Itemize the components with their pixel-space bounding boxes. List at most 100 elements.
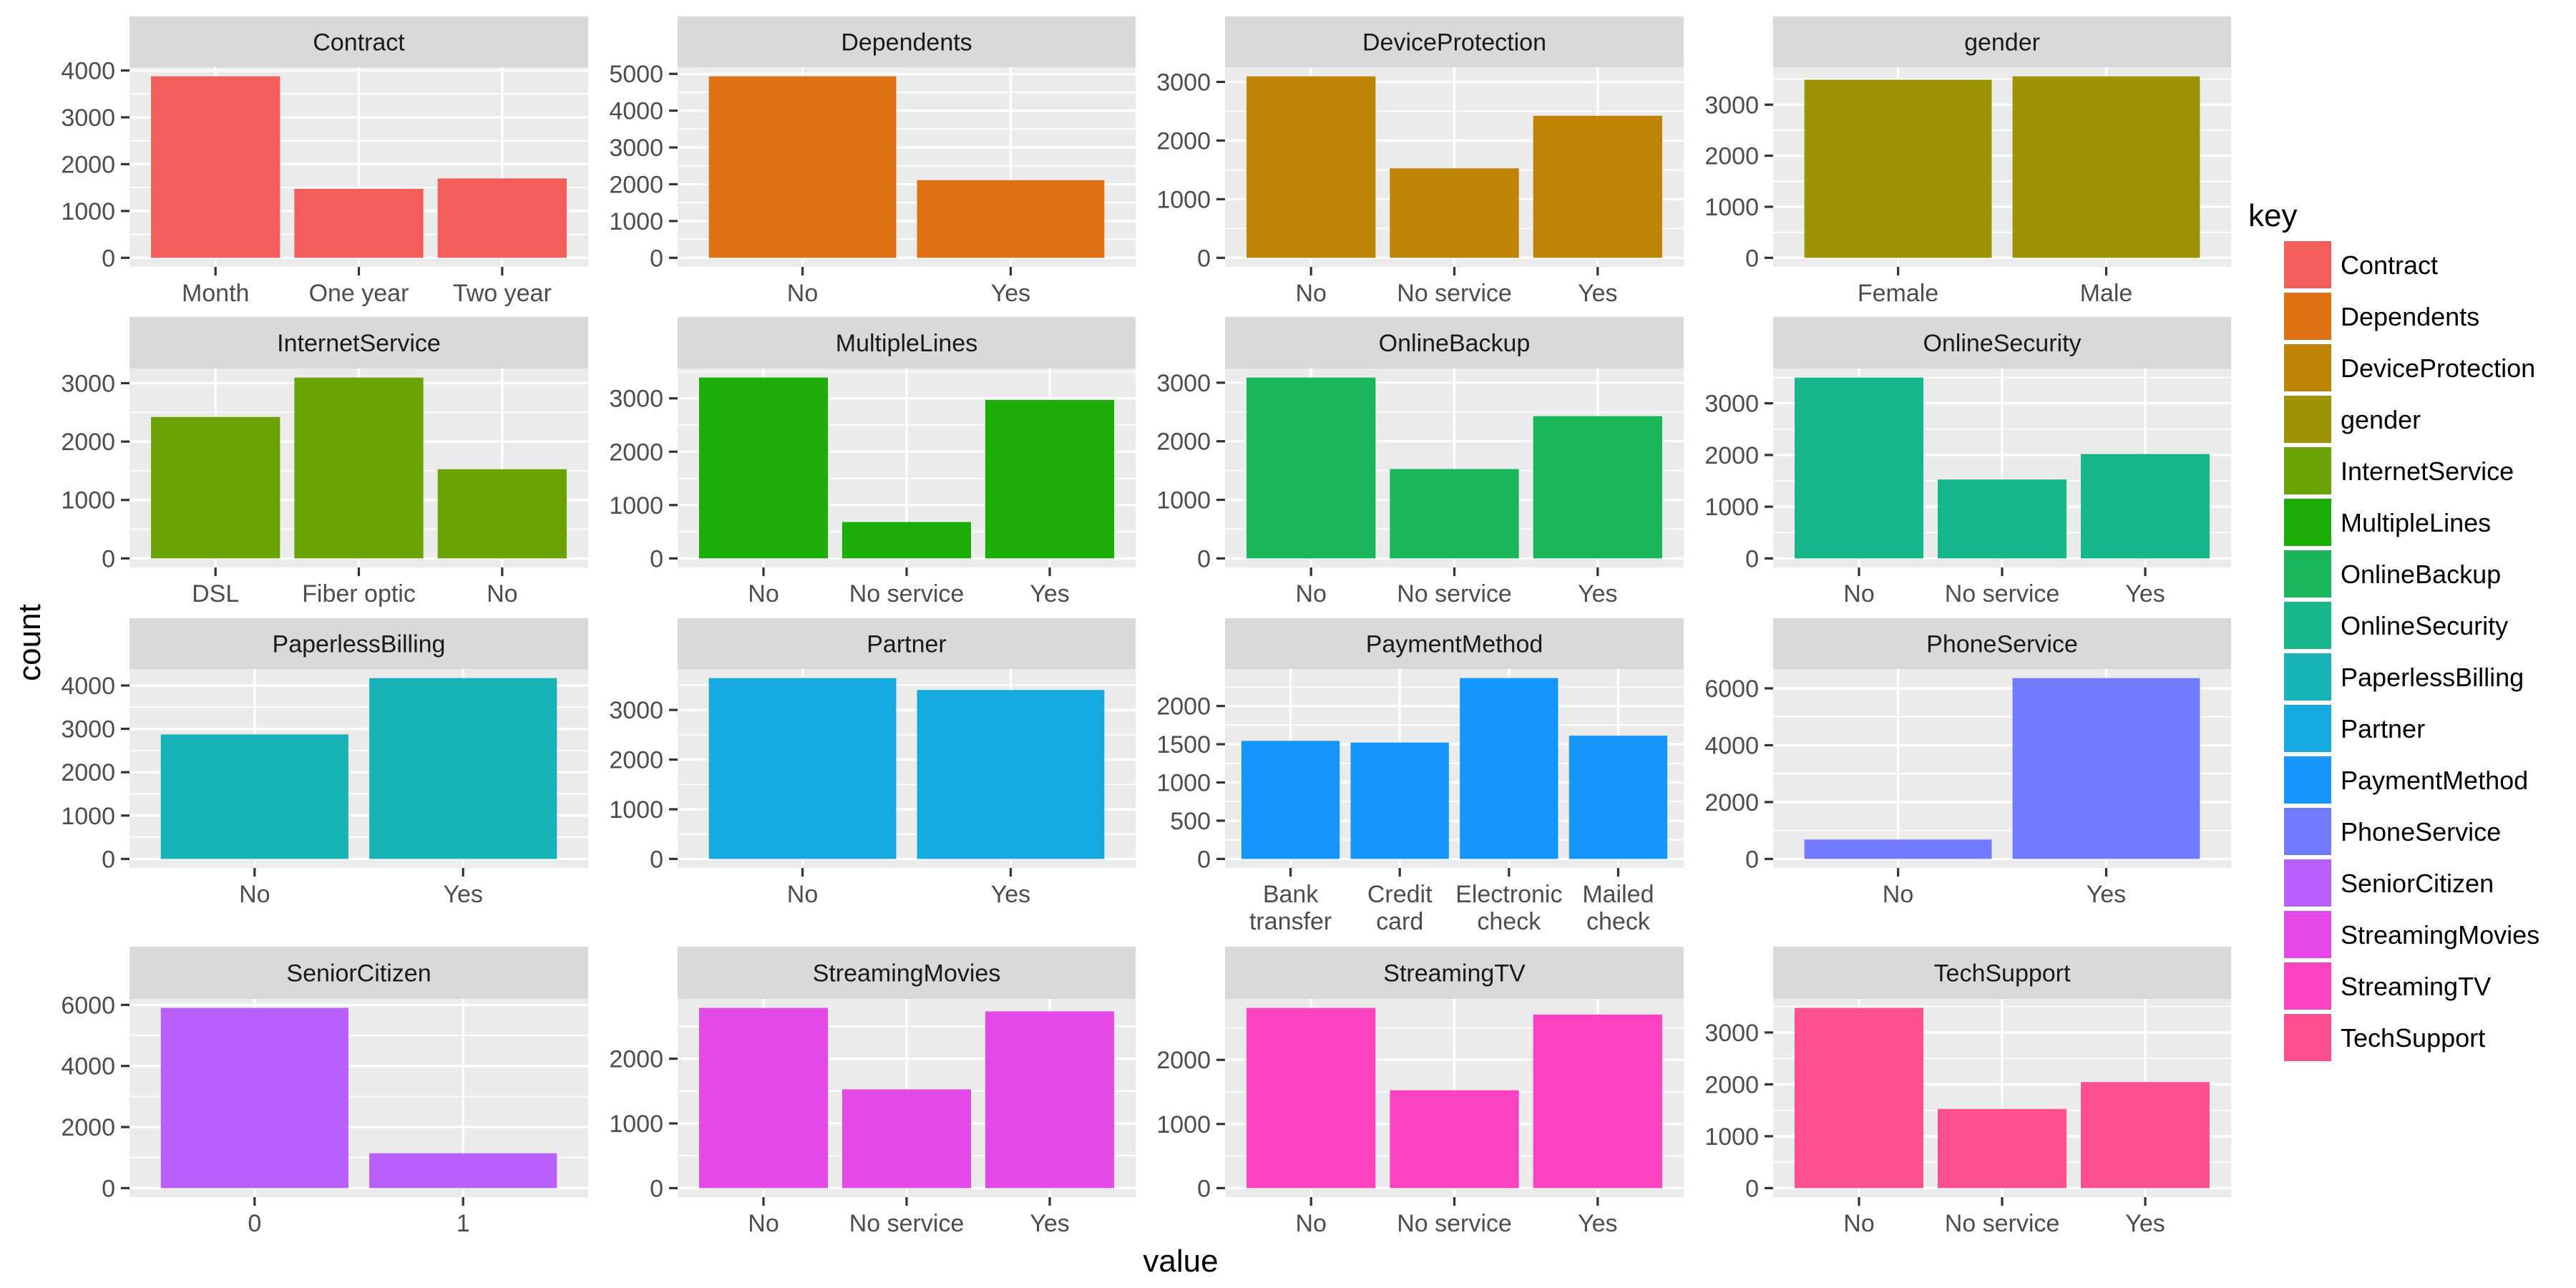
y-tick-label: 3000 [1704,1020,1759,1047]
y-tick-label: 1000 [61,487,115,514]
bar-internetservice-fiber-optic [294,377,424,559]
bar-multiplelines-yes [985,399,1114,559]
x-tick-label-line: No service [1397,580,1512,608]
y-tick-label: 0 [1745,545,1759,572]
x-tick-label-line: check [1586,908,1651,935]
y-tick-label: 1000 [1156,1111,1211,1138]
facet-panel-onlinebackup: OnlineBackup 0 1000 2000 3000 No No service Yes [1156,317,1684,608]
facet-panel-internetservice: InternetService 0 1000 2000 3000 DSL Fiber opt… [61,317,588,608]
x-tick-label-line: Yes [1030,1210,1069,1237]
x-tick-label-line: Bank [1263,881,1319,908]
x-tick-label: No service [849,580,965,608]
y-tick-label: 2000 [1704,143,1759,170]
y-tick-label: 2000 [609,747,663,774]
facet-strip [678,618,1136,669]
bar-streamingmovies-yes [985,1011,1114,1189]
bar-streamingmovies-no-service [842,1089,971,1189]
x-tick-label-line: Fiber optic [302,580,416,608]
legend-swatch [2284,550,2331,597]
bar-onlinesecurity-no [1795,377,1923,559]
legend-swatch [2284,756,2331,804]
bar-onlinesecurity-no-service [1938,479,2067,559]
y-tick-label: 0 [650,846,663,873]
facet-strip [1225,618,1684,669]
facet-panel-paymentmethod: PaymentMethod 0 500 1000 1500 2000 Bank transfe… [1156,618,1684,935]
x-tick-label: Yes [2125,580,2165,608]
x-tick-label: Yes [991,881,1030,908]
x-tick-label-line: Two year [453,280,552,307]
bar-dependents-no [708,76,897,258]
bar-partner-yes [917,690,1105,859]
facet-strip-label: PaperlessBilling [273,631,446,658]
y-tick-label: 1000 [609,208,663,235]
y-tick-label: 2000 [61,1114,115,1141]
y-tick-label: 3000 [1156,370,1211,397]
facet-panel-phoneservice: PhoneService 0 2000 4000 6000 No Yes [1704,618,2231,908]
y-tick-label: 3000 [609,135,663,162]
facet-panel-onlinesecurity: OnlineSecurity 0 1000 2000 3000 No No service Y… [1704,317,2231,608]
legend-swatch [2284,808,2331,855]
y-tick-label: 0 [1745,846,1759,873]
x-tick-label: Yes [1578,1210,1617,1237]
facet-panel-deviceprotection: DeviceProtection 0 1000 2000 3000 No No servic… [1156,16,1684,307]
x-tick-label: No [1843,1210,1874,1237]
x-tick-label-line: No [1295,580,1326,608]
y-tick-label: 0 [1745,245,1759,272]
y-tick-label: 2000 [1156,127,1211,155]
x-tick-label-line: Yes [991,881,1030,908]
y-tick-label: 3000 [1156,69,1211,96]
bar-techsupport-yes [2081,1082,2210,1189]
legend-label: StreamingTV [2341,972,2491,1001]
legend-label: DeviceProtection [2341,353,2535,383]
legend-swatch [2284,962,2331,1010]
legend-swatch [2284,396,2331,443]
x-tick-label: No [787,881,818,908]
y-tick-label: 2000 [609,1046,663,1073]
legend-swatch [2284,344,2331,391]
legend-item-deviceprotection: DeviceProtection [2284,344,2535,391]
bar-streamingtv-no-service [1390,1090,1519,1189]
facet-strip [1225,16,1684,67]
bar-internetservice-no [437,469,567,559]
x-tick-label: No service [1945,1210,2060,1237]
legend-label: PaperlessBilling [2341,663,2524,692]
x-tick-label-line: No [487,580,517,608]
facet-strip-label: MultipleLines [836,330,977,357]
x-tick-label: No service [1397,580,1512,608]
x-tick-label-line: Yes [1578,580,1617,608]
x-tick-label: No [1295,580,1326,608]
y-tick-label: 1000 [1704,494,1759,521]
facet-strip [130,317,588,369]
y-tick-label: 0 [1745,1175,1759,1202]
x-tick-label-line: transfer [1249,908,1332,935]
facet-strip-label: OnlineBackup [1379,330,1531,357]
y-tick-label: 1000 [1704,1123,1759,1151]
bar-dependents-yes [917,180,1105,258]
y-tick-label: 0 [102,545,115,572]
y-tick-label: 2000 [609,439,663,466]
legend-items: Contract Dependents DeviceProtection gender… [2284,241,2540,1061]
bar-contract-one-year [294,188,424,258]
facet-strip-label: OnlineSecurity [1923,330,2081,357]
legend-item-dependents: Dependents [2284,293,2479,340]
bar-techsupport-no-service [1938,1108,2067,1189]
bar-seniorcitizen-0 [160,1008,348,1189]
x-tick-label-line: No [1295,1210,1326,1237]
facet-strip-label: gender [1964,29,2040,57]
x-tick-label-line: Yes [1578,280,1617,307]
y-tick-label: 1000 [1156,487,1211,514]
facet-panel-techsupport: TechSupport 0 1000 2000 3000 No No service Yes [1704,947,2231,1237]
facet-strip-label: PhoneService [1926,631,2078,658]
x-tick-label-line: No service [849,580,965,608]
x-tick-label-line: Yes [1030,580,1069,608]
legend-swatch [2284,705,2331,752]
y-tick-label: 3000 [609,697,663,724]
y-tick-label: 2000 [1704,442,1759,469]
legend-title: key [2248,198,2297,233]
x-tick-label: DSL [192,580,239,608]
x-tick-label: No [1883,881,1913,908]
legend-swatch [2284,1014,2331,1061]
x-tick-label: No service [849,1210,965,1237]
legend-item-partner: Partner [2284,705,2425,752]
